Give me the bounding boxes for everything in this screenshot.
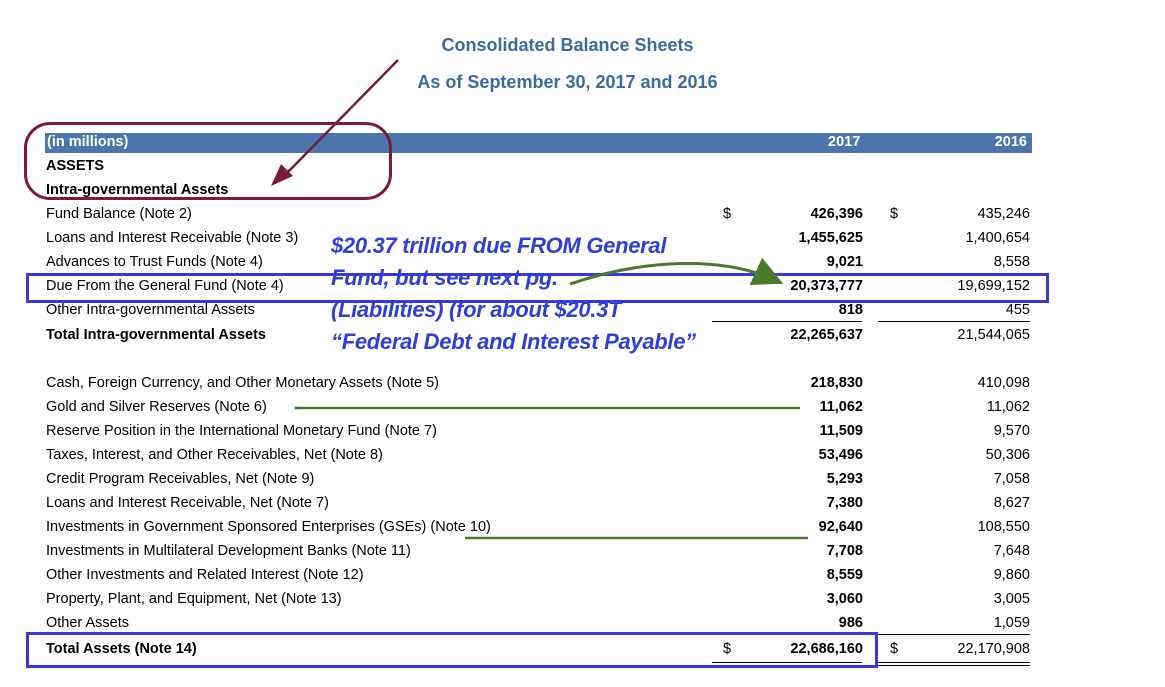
annotation-line-2: Fund, but see next pg. bbox=[331, 265, 558, 290]
page-title: Consolidated Balance Sheets bbox=[441, 35, 694, 55]
units-label: (in millions) bbox=[47, 134, 129, 150]
annotation-line-4: “Federal Debt and Interest Payable” bbox=[331, 329, 696, 354]
double-rule bbox=[878, 662, 1030, 663]
total-rule bbox=[878, 634, 1030, 635]
column-2017: 2017 bbox=[828, 134, 861, 150]
table-row: Fund Balance (Note 2) $ 426,396 $ 435,24… bbox=[46, 206, 1030, 222]
highlight-oval-header bbox=[24, 122, 392, 200]
table-row: Investments in Multilateral Development … bbox=[46, 543, 1030, 559]
table-row: Investments in Government Sponsored Ente… bbox=[46, 519, 1030, 535]
table-row: Other Investments and Related Interest (… bbox=[46, 567, 1030, 583]
table-row: Advances to Trust Funds (Note 4) 9,021 8… bbox=[46, 254, 1030, 270]
highlight-box-total-assets bbox=[26, 632, 878, 668]
annotation-line-3: (Liabilities) (for about $20.3T bbox=[331, 297, 622, 322]
table-row-grand-total: Total Assets (Note 14) $ 22,686,160 $ 22… bbox=[46, 641, 1030, 657]
table-row: Property, Plant, and Equipment, Net (Not… bbox=[46, 591, 1030, 607]
subtotal-rule bbox=[878, 321, 1030, 322]
table-row: Other Intra-governmental Assets 818 455 bbox=[46, 302, 1030, 318]
table-row: Credit Program Receivables, Net (Note 9)… bbox=[46, 471, 1030, 487]
double-rule bbox=[878, 665, 1030, 666]
table-row: Due From the General Fund (Note 4) 20,37… bbox=[46, 278, 1030, 294]
green-arrow-icon bbox=[569, 257, 784, 286]
section-intra: Intra-governmental Assets bbox=[46, 182, 229, 198]
maroon-arrow-icon bbox=[271, 59, 399, 186]
table-row: Loans and Interest Receivable, Net (Note… bbox=[46, 495, 1030, 511]
table-row: Reserve Position in the International Mo… bbox=[46, 423, 1030, 439]
column-2016: 2016 bbox=[994, 134, 1027, 150]
double-rule bbox=[712, 662, 862, 663]
table-row: Other Assets 986 1,059 bbox=[46, 615, 1030, 631]
table-row: Loans and Interest Receivable (Note 3) 1… bbox=[46, 230, 1030, 246]
table-row: Gold and Silver Reserves (Note 6) 11,062… bbox=[46, 399, 1030, 415]
subtotal-rule bbox=[712, 321, 862, 322]
page-subtitle: As of September 30, 2017 and 2016 bbox=[417, 72, 718, 92]
annotation-line-1: $20.37 trillion due FROM General bbox=[331, 233, 667, 258]
highlight-box-due-from-general-fund bbox=[26, 273, 1049, 303]
table-header: (in millions) 2017 2016 bbox=[45, 133, 1032, 153]
table-row: Taxes, Interest, and Other Receivables, … bbox=[46, 447, 1030, 463]
section-assets: ASSETS bbox=[46, 158, 105, 174]
table-row: Cash, Foreign Currency, and Other Moneta… bbox=[46, 375, 1030, 391]
table-row-total: Total Intra-governmental Assets 22,265,6… bbox=[46, 327, 1030, 343]
